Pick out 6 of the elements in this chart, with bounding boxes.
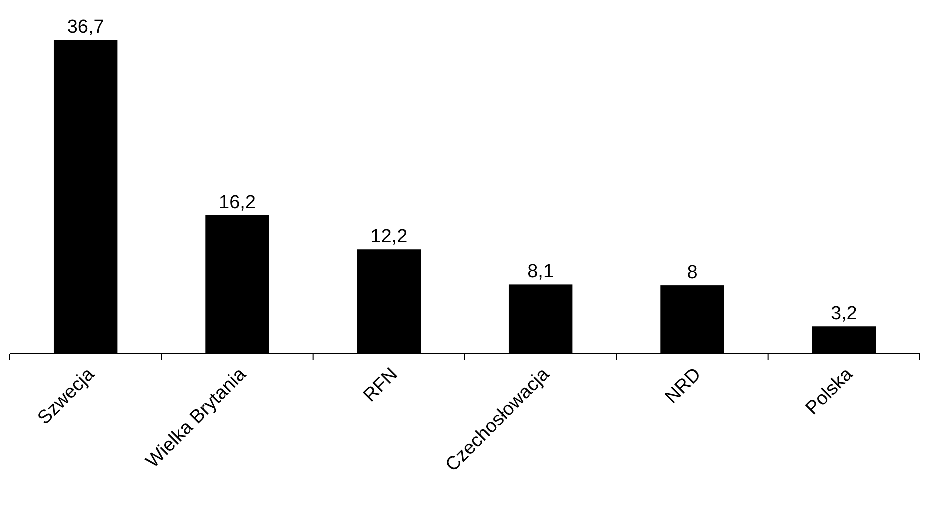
data-label: 36,7	[67, 17, 104, 38]
data-label: 3,2	[830, 304, 858, 325]
data-label: 12,2	[370, 226, 408, 248]
data-label: 8,1	[528, 262, 554, 283]
data-label: 8	[687, 262, 698, 284]
data-label: 16,2	[219, 192, 256, 214]
